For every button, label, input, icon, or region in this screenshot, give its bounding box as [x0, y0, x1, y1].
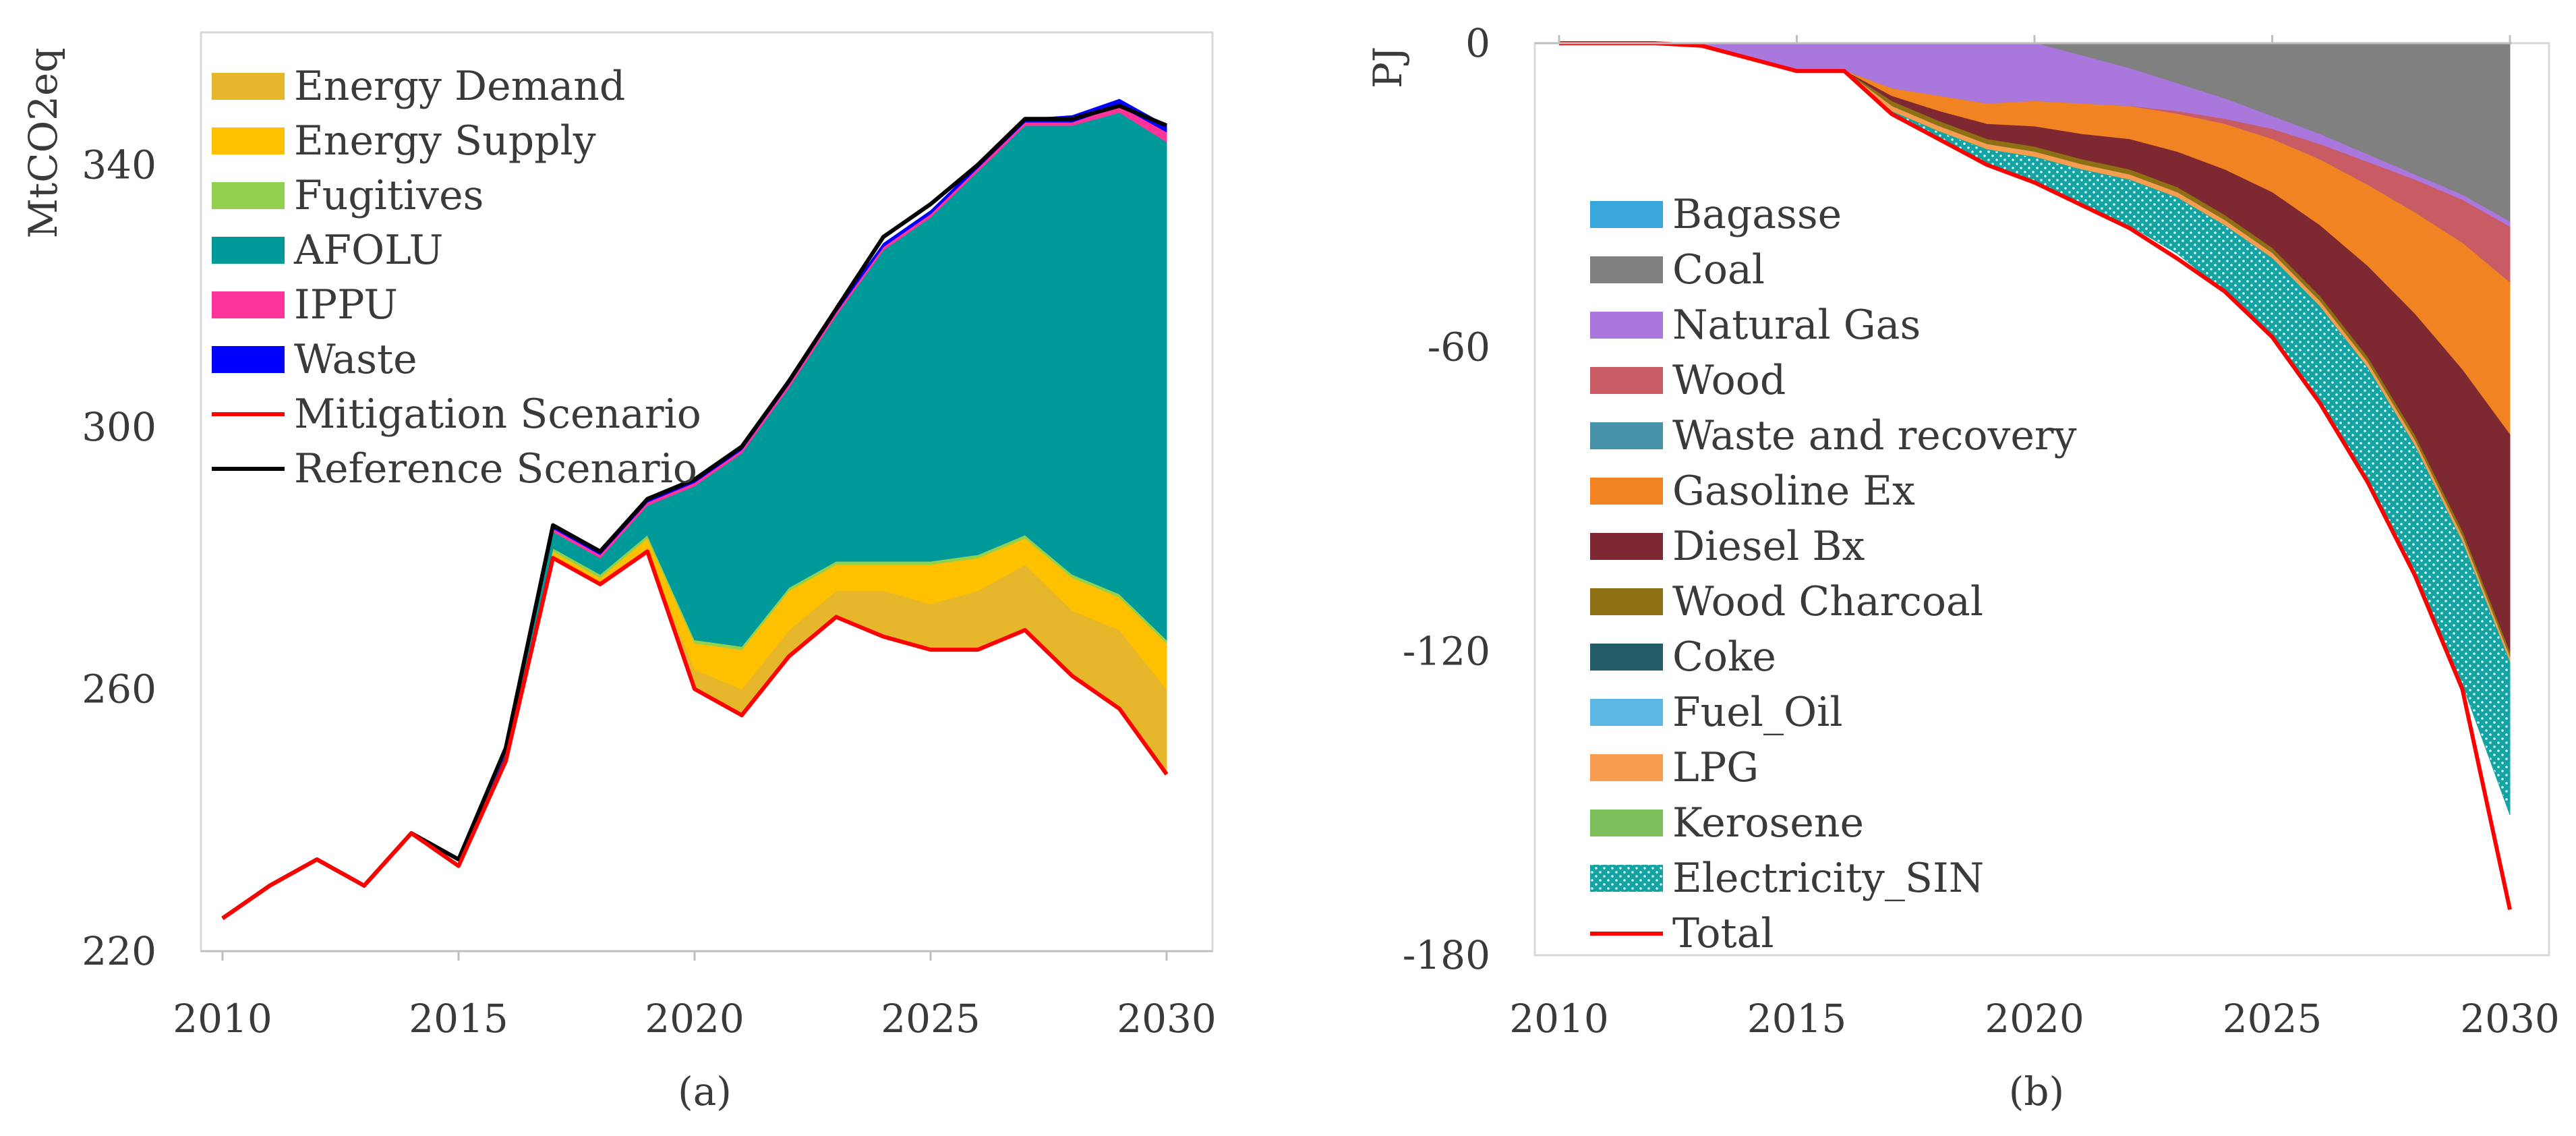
legend-swatch-wood-charcoal: [1590, 588, 1663, 615]
x-tick-label: 2010: [1509, 996, 1609, 1042]
chart-a-caption: (a): [678, 1069, 732, 1114]
line-mitigation-scenario: [221, 549, 1169, 920]
legend-label-bagasse: Bagasse: [1672, 191, 1842, 238]
chart-b-y-ticks: 0 -60 -120 -180: [1403, 20, 1490, 978]
chart-a-legend: Energy Demand Energy Supply Fugitives AFOLU…: [212, 63, 701, 492]
legend-swatch-bagasse: [1590, 201, 1663, 228]
legend-label-energy-demand: Energy Demand: [294, 63, 625, 110]
legend-label-total: Total: [1672, 910, 1774, 957]
legend-swatch-ippu: [212, 291, 285, 318]
legend-swatch-wood: [1590, 367, 1663, 394]
legend-label-mitigation-scenario: Mitigation Scenario: [294, 391, 701, 438]
legend-swatch-coke: [1590, 644, 1663, 671]
chart-a-lines: [221, 103, 1169, 920]
legend-label-reference-scenario: Reference Scenario: [294, 445, 697, 492]
legend-swatch-energy-demand: [212, 73, 285, 100]
legend-label-coal: Coal: [1672, 246, 1765, 293]
legend-label-fuel-oil: Fuel_Oil: [1672, 689, 1843, 736]
x-tick-label: 2030: [2460, 996, 2560, 1042]
legend-label-lpg: LPG: [1672, 744, 1759, 791]
legend-swatch-fugitives: [212, 182, 285, 209]
chart-b-legend: Bagasse Coal Natural Gas Wood Waste and reco…: [1590, 191, 2077, 957]
legend-swatch-kerosene: [1590, 810, 1663, 836]
legend-label-waste: Waste: [294, 336, 417, 383]
legend-swatch-diesel-bx: [1590, 533, 1663, 560]
legend-swatch-energy-supply: [212, 127, 285, 154]
chart-a-y-ticks: 220 260 300 340: [82, 142, 156, 974]
legend-swatch-gasoline-ex: [1590, 478, 1663, 505]
legend-swatch-coal: [1590, 256, 1663, 283]
x-tick-label: 2020: [1985, 996, 2084, 1042]
legend-swatch-electricity-sin: [1590, 865, 1663, 892]
legend-swatch-afolu: [212, 237, 285, 264]
x-tick-label: 2015: [409, 996, 508, 1042]
legend-label-ippu: IPPU: [294, 281, 398, 329]
y-tick-label: -60: [1428, 324, 1490, 370]
y-tick-label: -180: [1403, 932, 1490, 978]
legend-label-waste-and-recovery: Waste and recovery: [1672, 412, 2077, 459]
x-tick-label: 2020: [645, 996, 744, 1042]
chart-a: 2010 2015 2020 2025 2030 220 260 300 340 MtCO2e…: [20, 31, 1217, 1114]
legend-swatch-waste-and-recovery: [1590, 422, 1663, 449]
chart-b: 2010 2015 2020 2025 2030 0 -60 -120 -180 PJ Bag…: [1365, 20, 2560, 1114]
legend-swatch-lpg: [1590, 754, 1663, 781]
chart-a-x-ticks: 2010 2015 2020 2025 2030: [173, 951, 1217, 1042]
legend-label-afolu: AFOLU: [293, 227, 443, 274]
y-tick-label: 220: [82, 928, 156, 974]
y-tick-label: 260: [82, 666, 156, 712]
legend-label-natural-gas: Natural Gas: [1672, 302, 1921, 349]
x-tick-label: 2015: [1747, 996, 1847, 1042]
x-tick-label: 2025: [2223, 996, 2322, 1042]
y-tick-label: 300: [82, 404, 156, 450]
y-tick-label: 0: [1465, 20, 1490, 66]
line-total: [1559, 41, 2512, 911]
x-tick-label: 2010: [173, 996, 272, 1042]
chart-b-y-label: PJ: [1365, 47, 1411, 88]
legend-label-fugitives: Fugitives: [294, 172, 484, 219]
legend-label-wood-charcoal: Wood Charcoal: [1672, 578, 1983, 625]
chart-a-y-label: MtCO2eq: [20, 48, 66, 239]
chart-b-caption: (b): [2009, 1069, 2064, 1114]
legend-swatch-waste: [212, 346, 285, 373]
legend-label-electricity-sin: Electricity_SIN: [1672, 855, 1984, 902]
legend-label-wood: Wood: [1672, 357, 1786, 404]
legend-label-kerosene: Kerosene: [1672, 799, 1864, 847]
x-tick-label: 2030: [1117, 996, 1217, 1042]
legend-label-coke: Coke: [1672, 633, 1776, 681]
legend-label-gasoline-ex: Gasoline Ex: [1672, 467, 1915, 515]
chart-b-x-ticks: 2010 2015 2020 2025 2030: [1509, 35, 2560, 1042]
legend-swatch-natural-gas: [1590, 312, 1663, 339]
x-tick-label: 2025: [881, 996, 980, 1042]
chart-b-lines: [1559, 41, 2512, 911]
y-tick-label: 340: [82, 142, 156, 188]
legend-label-energy-supply: Energy Supply: [294, 117, 596, 165]
legend-label-diesel-bx: Diesel Bx: [1672, 523, 1865, 570]
y-tick-label: -120: [1403, 628, 1490, 674]
legend-swatch-fuel-oil: [1590, 699, 1663, 726]
